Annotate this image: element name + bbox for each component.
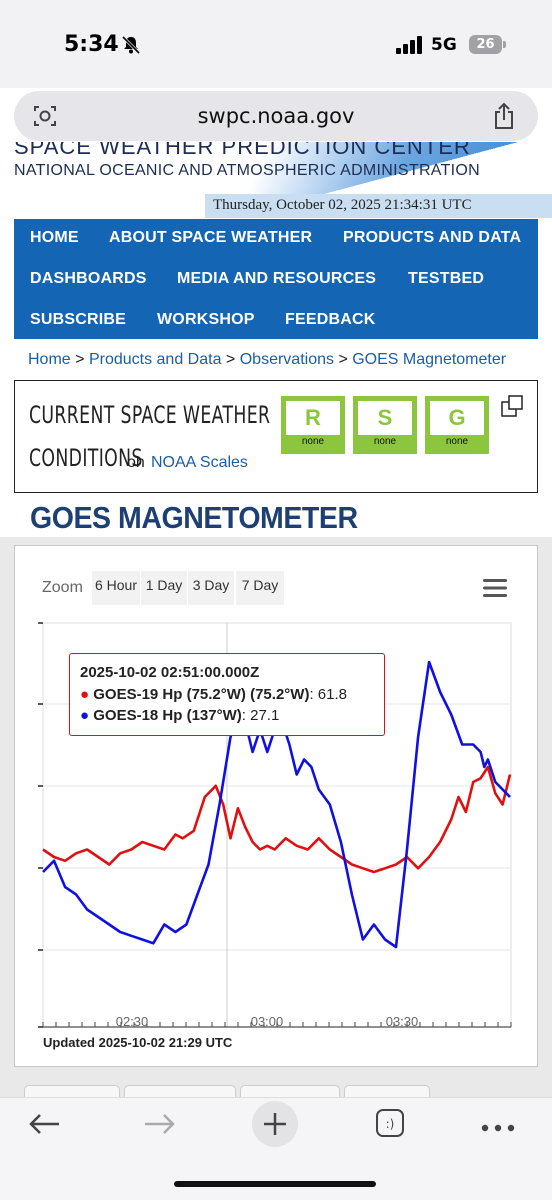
new-tab-icon[interactable] [251, 1100, 299, 1153]
page-title: GOES MAGNETOMETER [30, 500, 358, 535]
home-indicator [174, 1181, 376, 1187]
share-icon[interactable] [492, 102, 516, 135]
conditions-on: on [127, 454, 145, 471]
scale-g-status: none [445, 436, 469, 447]
status-bar: 5:34 5G 26 [0, 0, 552, 88]
series-line-goes18 [42, 660, 511, 949]
nav-subscribe[interactable]: SUBSCRIBE [30, 311, 127, 328]
x-tick-label-2: 03:30 [386, 1014, 419, 1029]
nav-media[interactable]: MEDIA AND RESOURCES [177, 270, 377, 287]
nav-about[interactable]: ABOUT SPACE WEATHER [109, 229, 313, 246]
tooltip-value-goes19: 61.8 [317, 686, 347, 703]
legend-dot-blue: ● [80, 707, 90, 724]
signal-icon [396, 36, 424, 59]
tooltip-label-goes18: GOES-18 Hp (137°W) [93, 707, 242, 724]
legend-dot-red: ● [80, 686, 90, 703]
tooltip-row-goes18: ● GOES-18 Hp (137°W): 27.1 [80, 707, 280, 724]
forward-icon[interactable] [143, 1112, 177, 1141]
scale-g-letter: G [430, 401, 484, 435]
bell-muted-icon [121, 35, 141, 60]
scale-g[interactable]: G none [425, 396, 489, 454]
header-title: SPACE WEATHER PREDICTION CENTER [14, 142, 471, 159]
nav-home[interactable]: HOME [30, 229, 79, 246]
below-tabs [14, 1078, 538, 1101]
url-text: swpc.noaa.gov [197, 104, 355, 128]
tooltip-time: 2025-10-02 02:51:00.000Z [80, 664, 260, 681]
chart-panel: Zoom 6 Hour 1 Day 3 Day 7 Day 02:30 03:00… [14, 545, 538, 1067]
scale-r-status: none [301, 436, 325, 447]
nav-workshop[interactable]: WORKSHOP [157, 311, 255, 328]
breadcrumb-sep: > [75, 351, 85, 368]
tooltip-label-goes19: GOES-19 Hp (75.2°W) (75.2°W) [93, 686, 310, 703]
header-subtitle: NATIONAL OCEANIC AND ATMOSPHERIC ADMINIS… [14, 162, 481, 179]
breadcrumb-observations[interactable]: Observations [239, 351, 334, 368]
network-type: 5G [431, 35, 457, 55]
breadcrumb-sep: > [225, 351, 236, 368]
breadcrumb: Home > Products and Data > Observations … [28, 351, 506, 369]
svg-text::): :) [386, 1117, 395, 1131]
nav-testbed[interactable]: TESTBED [408, 270, 485, 287]
tooltip-row-goes19: ● GOES-19 Hp (75.2°W) (75.2°W): 61.8 [80, 686, 347, 703]
breadcrumb-products[interactable]: Products and Data [88, 351, 222, 368]
updated-timestamp: Updated 2025-10-02 21:29 UTC [43, 1035, 233, 1050]
nav-feedback[interactable]: FEEDBACK [285, 311, 376, 328]
status-time: 5:34 [64, 32, 119, 57]
zoom-3-day[interactable]: 3 Day [188, 571, 234, 605]
chart-plot[interactable]: 02:30 03:00 03:30 [15, 546, 539, 1068]
zoom-label: Zoom [42, 579, 83, 596]
breadcrumb-sep: > [338, 351, 348, 368]
main-nav: HOME ABOUT SPACE WEATHER PRODUCTS AND DA… [14, 219, 538, 339]
noaa-scales-link[interactable]: NOAA Scales [151, 454, 248, 471]
x-tick-label-1: 03:00 [251, 1014, 284, 1029]
nav-dashboards[interactable]: DASHBOARDS [30, 270, 147, 287]
zoom-7-day[interactable]: 7 Day [236, 571, 284, 605]
tooltip-value-goes18: 27.1 [250, 707, 280, 724]
header-datetime: Thursday, October 02, 2025 21:34:31 UTC [213, 197, 472, 213]
battery-icon: 26 [469, 35, 502, 54]
tabs-icon[interactable]: :) [375, 1108, 405, 1143]
zoom-1-day[interactable]: 1 Day [141, 571, 187, 605]
series-line-goes19 [42, 765, 512, 874]
space-weather-conditions: CURRENT SPACE WEATHER CONDITIONS on NOAA… [14, 380, 538, 493]
scale-s-status: none [373, 436, 397, 447]
scale-s[interactable]: S none [353, 396, 417, 454]
nav-products[interactable]: PRODUCTS AND DATA [343, 229, 522, 246]
back-icon[interactable] [27, 1112, 61, 1141]
scale-r-letter: R [286, 401, 340, 435]
conditions-heading-1: CURRENT SPACE WEATHER [29, 401, 271, 429]
x-tick-label-0: 02:30 [116, 1014, 149, 1029]
conditions-heading-2: CONDITIONS [29, 444, 143, 472]
battery-tip [503, 41, 506, 48]
chart-menu-icon[interactable] [483, 578, 507, 603]
site-header: SPACE WEATHER PREDICTION CENTER NATIONAL… [0, 142, 552, 218]
chart-tooltip: 2025-10-02 02:51:00.000Z ● GOES-19 Hp (7… [69, 653, 385, 736]
popout-icon[interactable] [501, 395, 523, 422]
breadcrumb-current[interactable]: GOES Magnetometer [352, 351, 507, 368]
zoom-6-hour[interactable]: 6 Hour [92, 571, 140, 605]
date-strip [205, 194, 552, 218]
scale-r[interactable]: R none [281, 396, 345, 454]
breadcrumb-home[interactable]: Home [28, 351, 71, 368]
more-icon[interactable] [481, 1119, 515, 1137]
address-bar[interactable]: swpc.noaa.gov [14, 91, 538, 141]
camera-scan-icon[interactable] [32, 104, 58, 133]
scale-s-letter: S [358, 401, 412, 435]
